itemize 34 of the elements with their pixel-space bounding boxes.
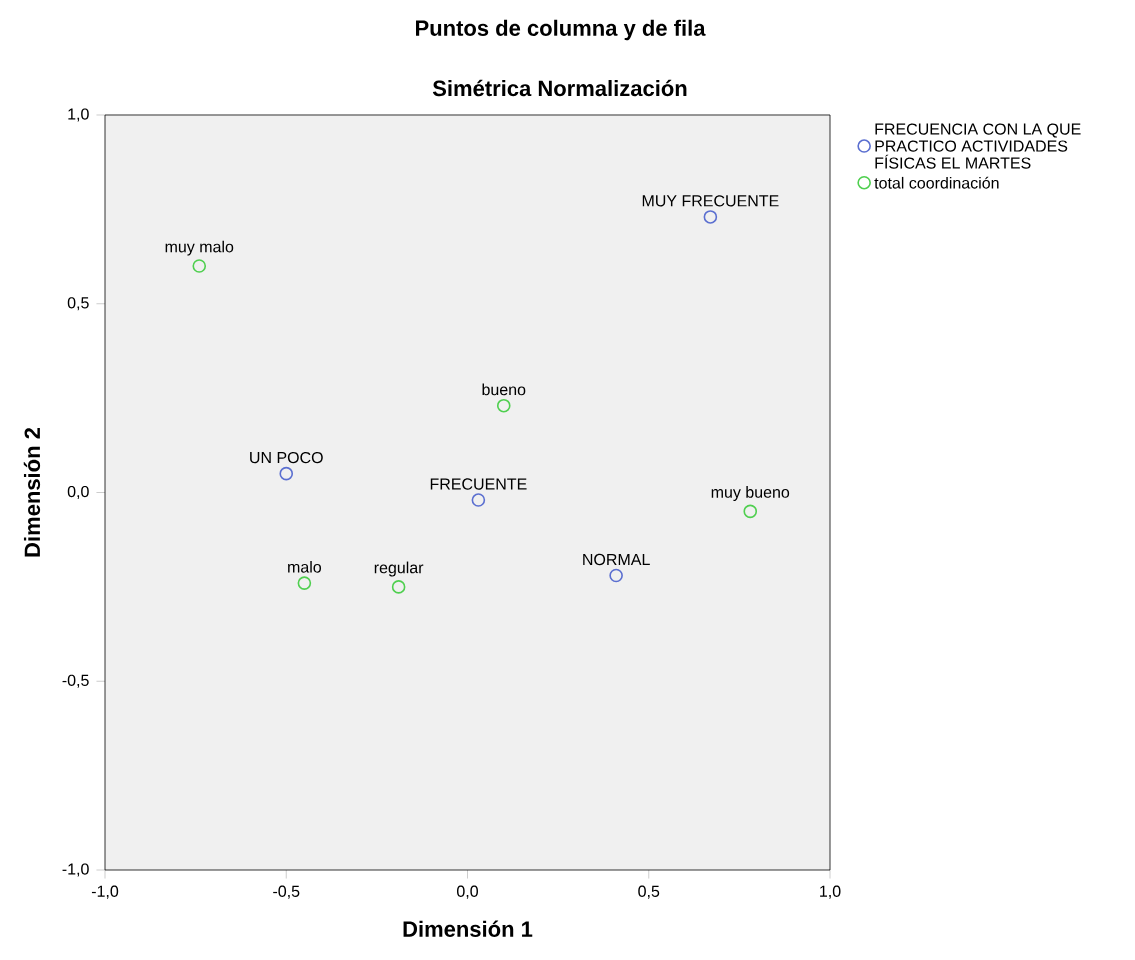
- y-axis-title: Dimensión 2: [23, 427, 41, 557]
- y-tick-label: -1,0: [62, 863, 89, 877]
- x-tick-label: 1,0: [820, 885, 841, 899]
- annotation: bueno: [482, 383, 526, 396]
- annotation: muy malo: [165, 240, 234, 256]
- point: [279, 466, 294, 481]
- x-tick-label: 0,5: [638, 885, 660, 899]
- chart-title: Puntos de columna y de fila: [416, 19, 706, 41]
- annotation: NORMAL: [583, 553, 650, 566]
- y-tick-label: 0,0: [67, 485, 89, 500]
- annotation: muy bueno: [711, 486, 790, 501]
- point: [471, 493, 486, 507]
- point: [743, 504, 758, 519]
- annotation: MUY FRECUENTE: [642, 195, 779, 207]
- y-tick-label: -0,5: [62, 674, 89, 688]
- y-tick-label: 0,5: [67, 297, 89, 311]
- y-tick-label: 1,0: [68, 108, 89, 122]
- x-tick-label: -0,5: [273, 885, 300, 899]
- legend-label: FRECUENCIA CON LA QUE PRACTICO ACTIVIDADES FÍSICAS EL MARTES: [875, 123, 1081, 169]
- point: [297, 576, 312, 590]
- x-axis-title: Dimensión 1: [403, 920, 533, 937]
- chart-subtitle: Simétrica Normalización: [432, 79, 687, 97]
- x-tick-label: -1,0: [91, 885, 119, 899]
- point: [703, 210, 718, 224]
- point: [192, 259, 207, 273]
- annotation: regular: [374, 561, 424, 577]
- legend-label: total coordinación: [874, 176, 999, 189]
- point: [609, 568, 623, 583]
- annotation: FRECUENTE: [430, 478, 527, 490]
- annotation: UN POCO: [250, 451, 323, 464]
- point: [496, 398, 511, 413]
- x-tick-label: 0,0: [457, 885, 479, 899]
- annotation: malo: [288, 560, 322, 573]
- point: [391, 580, 406, 594]
